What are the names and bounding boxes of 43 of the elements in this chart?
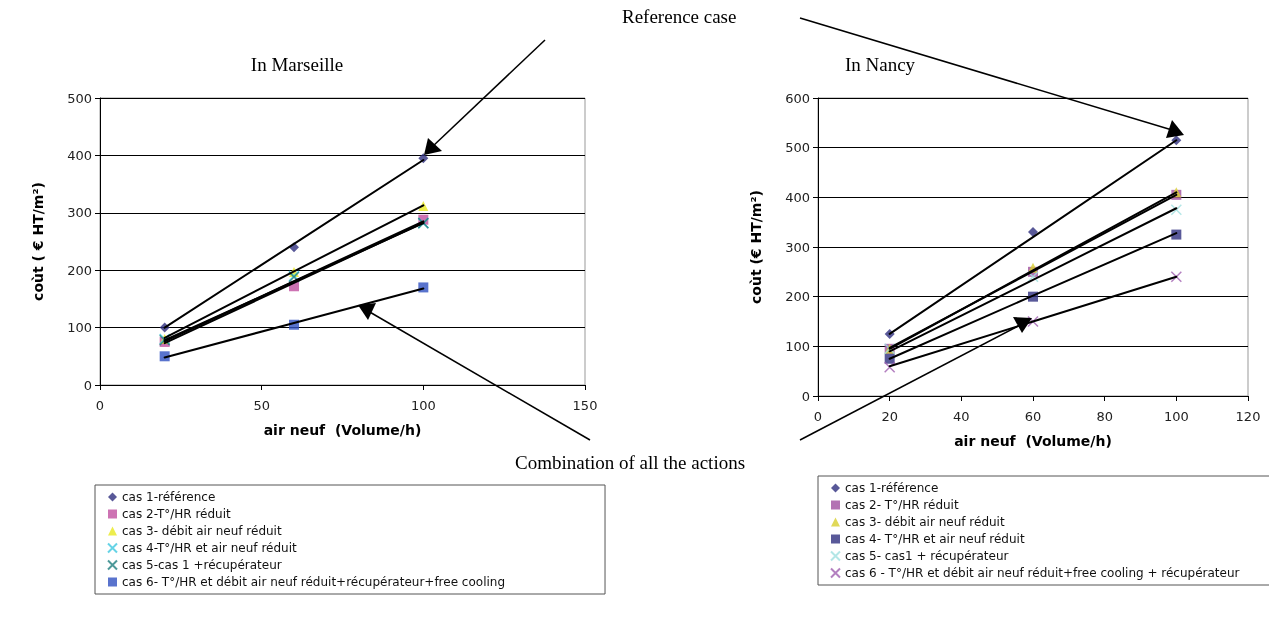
y-tick-label: 100 (785, 338, 810, 354)
legend-label: cas 3- débit air neuf réduit (845, 515, 1005, 529)
x-tick-label: 150 (572, 398, 598, 413)
legend-label: cas 1-référence (122, 490, 216, 504)
x-tick-label: 120 (1235, 409, 1261, 424)
chart-title: In Nancy (844, 54, 916, 75)
y-tick-label: 100 (67, 320, 92, 336)
x-tick-label: 20 (881, 409, 898, 424)
text: Combination of all the actions (515, 452, 746, 474)
y-tick-label: 300 (785, 239, 810, 255)
y-tick-label: 500 (785, 140, 810, 156)
legend-label: cas 5-cas 1 +récupérateur (122, 558, 282, 572)
legend-label: cas 3- débit air neuf réduit (122, 524, 282, 538)
y-axis-title: coùt ( € HT/m²) (30, 182, 46, 301)
x-tick-label: 80 (1096, 409, 1113, 424)
x-tick-label: 0 (95, 398, 105, 413)
legend-label: cas 6- T°/HR et débit air neuf réduit+récupérateur+free cooling (122, 575, 506, 589)
legend-label: cas 6 - T°/HR et débit air neuf réduit+free cooling + récupérateur (845, 566, 1240, 580)
y-axis-title: coùt (€ HT/m²) (748, 190, 764, 304)
x-tick-label: 100 (410, 398, 436, 413)
legend-label: cas 5- cas1 + récupérateur (845, 549, 1009, 563)
y-tick-label: 600 (785, 90, 810, 106)
legend-label: cas 1-référence (845, 481, 939, 495)
y-tick-label: 400 (67, 147, 92, 163)
x-tick-label: 100 (1163, 409, 1189, 424)
legend-label: cas 2- T°/HR réduit (845, 498, 959, 512)
legend-label: cas 4-T°/HR et air neuf réduit (122, 541, 298, 555)
text: Reference case (622, 6, 737, 28)
y-tick-label: 0 (83, 377, 92, 393)
x-tick-label: 0 (813, 409, 823, 424)
y-tick-label: 200 (785, 289, 810, 305)
x-axis-title: air neuf (Volume/h) (263, 422, 422, 438)
y-tick-label: 400 (785, 189, 810, 205)
x-tick-label: 40 (953, 409, 970, 424)
y-tick-label: 200 (67, 262, 92, 278)
y-tick-label: 500 (67, 90, 92, 106)
x-axis-title: air neuf (Volume/h) (954, 433, 1112, 449)
legend-label: cas 2-T°/HR réduit (122, 507, 232, 521)
x-tick-label: 50 (253, 398, 270, 413)
legend-label: cas 4- T°/HR et air neuf réduit (845, 532, 1025, 546)
y-tick-label: 300 (67, 205, 92, 221)
chart-title: In Marseille (250, 54, 344, 75)
x-tick-label: 60 (1024, 409, 1042, 424)
